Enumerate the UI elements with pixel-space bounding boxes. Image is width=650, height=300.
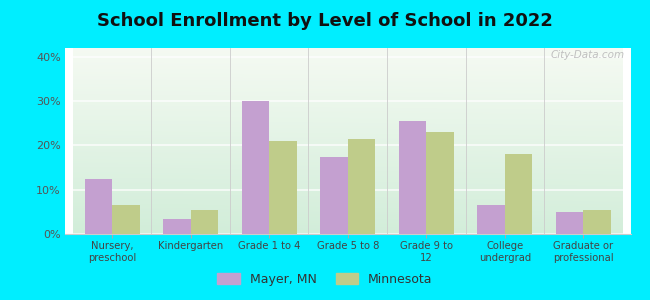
Bar [112, 205, 140, 234]
Bar [190, 210, 218, 234]
Bar [269, 141, 296, 234]
Bar [505, 154, 532, 234]
Bar [426, 132, 454, 234]
Bar [320, 157, 348, 234]
Bar [584, 210, 611, 234]
Text: School Enrollment by Level of School in 2022: School Enrollment by Level of School in … [97, 12, 553, 30]
Legend: Mayer, MN, Minnesota: Mayer, MN, Minnesota [213, 268, 437, 291]
Bar [163, 218, 190, 234]
Bar [477, 205, 505, 234]
Bar [84, 178, 112, 234]
Bar [399, 121, 426, 234]
Bar [556, 212, 584, 234]
Text: City-Data.com: City-Data.com [551, 50, 625, 60]
Bar [242, 101, 269, 234]
Bar [348, 139, 375, 234]
